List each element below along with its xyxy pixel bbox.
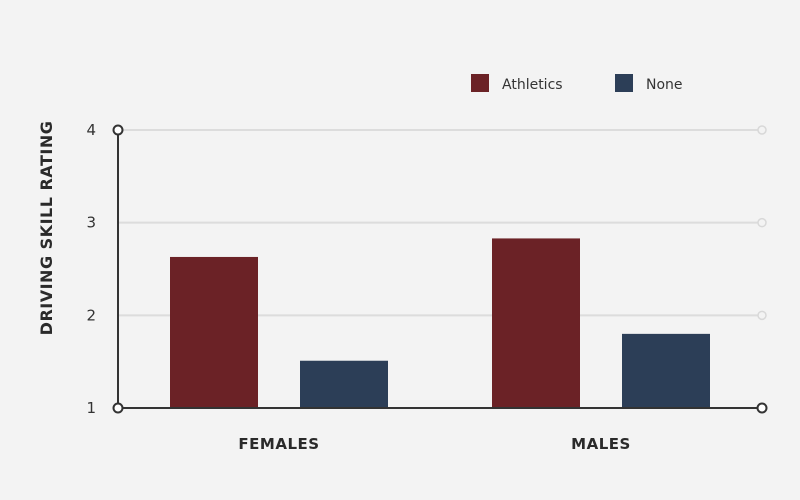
legend-swatch-none	[615, 74, 633, 92]
axis-end-marker	[112, 124, 124, 136]
bar-none-males	[622, 333, 710, 408]
bar-athletics-males	[492, 238, 580, 408]
legend-label-none: None	[646, 77, 683, 93]
gridline-end-marker	[757, 310, 767, 321]
gridline-end-marker	[757, 125, 767, 135]
axis-end-marker	[756, 402, 768, 414]
y-tick-label: 1	[86, 399, 96, 417]
y-tick-label: 4	[86, 121, 96, 139]
y-tick-label: 3	[86, 214, 96, 232]
bars	[170, 238, 710, 408]
bar-athletics-females	[170, 256, 258, 408]
legend-swatch-athletics	[471, 74, 489, 92]
legend-label-athletics: Athletics	[502, 77, 563, 93]
axis-end-marker	[112, 402, 124, 414]
legend: Athletics None	[471, 74, 683, 93]
y-axis-title: DRIVING SKILL RATING	[37, 121, 56, 336]
gridline-end-marker	[757, 217, 767, 228]
y-tick-label: 2	[86, 306, 96, 324]
x-category-label: MALES	[571, 435, 631, 453]
x-category-label: FEMALES	[238, 435, 319, 453]
bar-none-females	[300, 360, 388, 408]
axes: 1 2 3 4 FEMALES MALES	[86, 121, 768, 453]
